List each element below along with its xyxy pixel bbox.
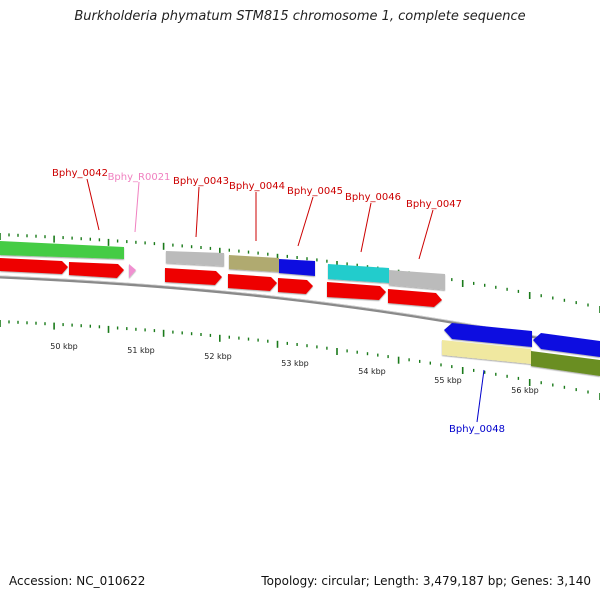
- gene-label-bphy-0047[interactable]: Bphy_0047: [406, 199, 462, 210]
- cog-gene-4[interactable]: [279, 259, 315, 276]
- gene-labels: Bphy_0042 Bphy_R0021 Bphy_0043 Bphy_0044…: [52, 168, 505, 435]
- gene-label-bphy-0046[interactable]: Bphy_0046: [345, 192, 401, 203]
- gene-label-bphy-r0021[interactable]: Bphy_R0021: [108, 172, 171, 183]
- cog-gene-6[interactable]: [389, 270, 445, 290]
- kbp-label: 55 kbp: [434, 376, 462, 385]
- kbp-label: 51 kbp: [127, 346, 155, 355]
- inner-tick-ring: [0, 320, 600, 400]
- kbp-label: 54 kbp: [358, 367, 386, 376]
- cog-gene-3[interactable]: [229, 255, 279, 272]
- kbp-label: 56 kbp: [511, 386, 539, 395]
- accession-text: Accession: NC_010622: [9, 574, 146, 588]
- cog-gene-1[interactable]: [0, 241, 124, 259]
- leader-line: [297, 196, 314, 247]
- leader-line: [134, 181, 140, 233]
- gene-label-bphy-0042[interactable]: Bphy_0042: [52, 168, 108, 179]
- cds-arrow-bphy-0046[interactable]: [327, 282, 386, 300]
- gene-label-bphy-0045[interactable]: Bphy_0045: [287, 186, 343, 197]
- leader-line: [418, 209, 434, 260]
- cds-arrow-bphy-0047[interactable]: [388, 289, 442, 307]
- map-title: Burkholderia phymatum STM815 chromosome …: [74, 9, 526, 24]
- leader-line: [86, 178, 100, 231]
- leader-line: [476, 369, 485, 423]
- cog-gene-5[interactable]: [328, 264, 389, 283]
- leader-line: [360, 202, 372, 253]
- kbp-label: 52 kbp: [204, 352, 232, 361]
- cds-arrow-bphy-0043[interactable]: [165, 268, 222, 285]
- cds-arrow-bphy-0049[interactable]: [533, 333, 600, 357]
- cds-arrow-bphy-0048[interactable]: [444, 323, 532, 347]
- outer-tick-ring: [0, 233, 600, 313]
- leader-line: [195, 186, 200, 238]
- gene-label-bphy-0044[interactable]: Bphy_0044: [229, 181, 285, 192]
- cog-gene-8[interactable]: [531, 351, 600, 376]
- cog-gene-7[interactable]: [442, 340, 531, 364]
- topology-summary: Topology: circular; Length: 3,479,187 bp…: [261, 574, 591, 588]
- gene-label-bphy-0048[interactable]: Bphy_0048: [449, 424, 505, 435]
- gene-label-bphy-0043[interactable]: Bphy_0043: [173, 176, 229, 187]
- kbp-label: 50 kbp: [50, 342, 78, 351]
- cds-arrow-bphy-0042b[interactable]: [69, 262, 124, 278]
- kbp-tick-labels: 50 kbp 51 kbp 52 kbp 53 kbp 54 kbp 55 kb…: [50, 342, 539, 395]
- cds-arrow-bphy-0042a[interactable]: [0, 258, 68, 274]
- rrna-arrow-bphy-r0021[interactable]: [129, 264, 136, 278]
- cds-arrow-bphy-0044[interactable]: [228, 274, 277, 291]
- cds-arrow-bphy-0045[interactable]: [278, 278, 313, 294]
- kbp-label: 53 kbp: [281, 359, 309, 368]
- cog-gene-2[interactable]: [166, 251, 224, 266]
